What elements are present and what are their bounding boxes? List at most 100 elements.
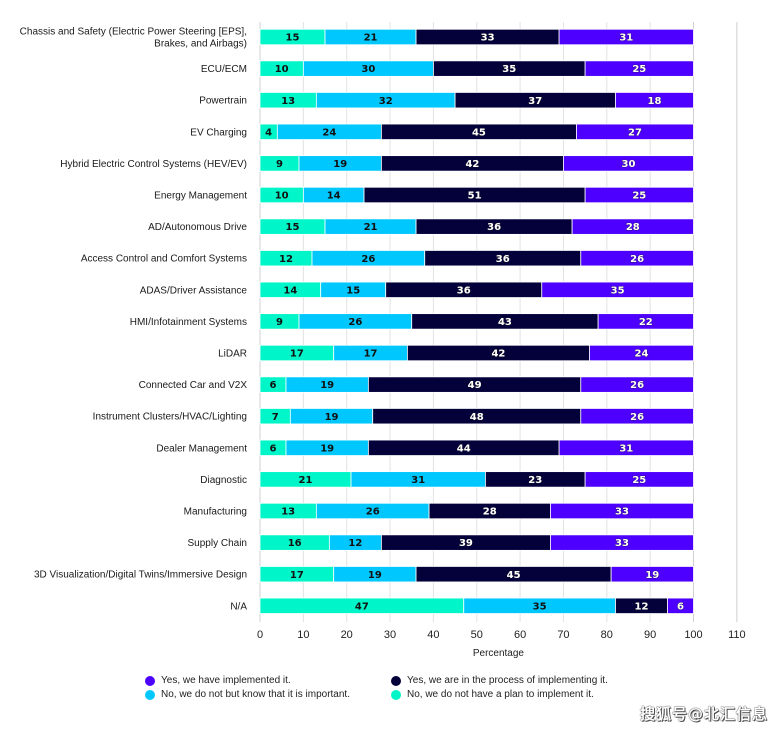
bar-segment bbox=[615, 92, 694, 109]
bar-row: 17 17 42 24 bbox=[259, 344, 694, 362]
x-tick-label: 70 bbox=[557, 629, 569, 641]
data-label: 43 bbox=[498, 317, 512, 328]
bar-row: 14 15 36 35 bbox=[259, 281, 694, 298]
data-label: 19 bbox=[333, 159, 347, 170]
data-label: 21 bbox=[364, 222, 378, 233]
x-tick-label: 90 bbox=[644, 629, 656, 641]
data-label: 28 bbox=[483, 507, 497, 518]
bar-row: 16 12 39 33 bbox=[259, 534, 694, 551]
bar-row: 9 26 43 22 bbox=[259, 313, 694, 330]
data-label: 36 bbox=[496, 254, 510, 265]
data-label: 12 bbox=[635, 601, 649, 612]
watermark: 搜狐号@北汇信息 bbox=[639, 705, 768, 723]
data-label: 31 bbox=[619, 33, 633, 44]
category-label-line: Diagnostic bbox=[200, 475, 247, 486]
legend-label: No, we do not but know that it is import… bbox=[161, 689, 350, 700]
data-label: 7 bbox=[272, 412, 279, 423]
legend-label: No, we do not have a plan to implement i… bbox=[407, 689, 594, 700]
data-label: 15 bbox=[346, 285, 360, 296]
data-label: 9 bbox=[276, 159, 283, 170]
data-label: 32 bbox=[379, 96, 393, 107]
category-label: Dealer Management bbox=[156, 443, 247, 454]
category-label-line: Connected Car and V2X bbox=[139, 380, 248, 391]
bar-row: 17 19 45 19 bbox=[259, 566, 694, 583]
category-label-line: Manufacturing bbox=[184, 507, 247, 518]
legend-swatch-icon bbox=[391, 689, 401, 700]
x-tick-label: 80 bbox=[601, 629, 613, 641]
x-tick-label: 30 bbox=[384, 629, 396, 641]
bar-row: 6 19 44 31 bbox=[259, 439, 694, 456]
bar-segment bbox=[576, 123, 694, 140]
category-label-line: Instrument Clusters/HVAC/Lighting bbox=[93, 412, 247, 423]
category-label-line: N/A bbox=[230, 601, 247, 612]
data-label: 33 bbox=[615, 507, 629, 518]
data-label: 19 bbox=[325, 412, 339, 423]
data-label: 31 bbox=[411, 475, 425, 486]
bar-segment bbox=[563, 155, 694, 172]
category-label-line: Chassis and Safety (Electric Power Steer… bbox=[20, 27, 247, 38]
data-label: 33 bbox=[615, 538, 629, 549]
category-label-line: ADAS/Driver Assistance bbox=[140, 285, 248, 296]
x-tick-label: 50 bbox=[471, 629, 483, 641]
category-label: HMI/Infotainment Systems bbox=[130, 317, 247, 328]
bar-row: 21 31 23 25 bbox=[259, 471, 694, 488]
category-label: EV Charging bbox=[190, 127, 247, 138]
data-label: 27 bbox=[628, 127, 642, 138]
bar-row: 10 14 51 25 bbox=[259, 186, 694, 204]
legend: Yes, we have implemented it. Yes, we are … bbox=[145, 675, 625, 700]
data-label: 47 bbox=[355, 601, 369, 612]
data-label: 26 bbox=[348, 317, 362, 328]
data-label: 24 bbox=[635, 349, 649, 360]
data-label: 45 bbox=[472, 127, 486, 138]
data-label: 19 bbox=[645, 570, 659, 581]
category-label-line: Brakes, and Airbags) bbox=[154, 39, 247, 50]
data-label: 39 bbox=[459, 538, 473, 549]
category-label-line: Powertrain bbox=[199, 96, 247, 107]
data-label: 19 bbox=[320, 443, 334, 454]
bar-segment bbox=[571, 218, 694, 235]
x-tick-label: 10 bbox=[297, 629, 309, 641]
legend-label: Yes, we are in the process of implementi… bbox=[407, 675, 608, 686]
bar-segment bbox=[610, 566, 694, 583]
data-label: 30 bbox=[622, 159, 636, 170]
data-label: 23 bbox=[528, 475, 542, 486]
bar-row: 12 26 36 26 bbox=[259, 250, 694, 267]
data-label: 45 bbox=[507, 570, 521, 581]
bar-row: 15 21 33 31 bbox=[259, 28, 694, 46]
category-label-line: Dealer Management bbox=[156, 443, 247, 454]
data-label: 25 bbox=[632, 64, 646, 75]
data-label: 44 bbox=[457, 443, 471, 454]
data-label: 26 bbox=[361, 254, 375, 265]
data-label: 26 bbox=[366, 507, 380, 518]
category-label-line: Energy Management bbox=[154, 191, 247, 202]
data-label: 48 bbox=[470, 412, 484, 423]
bar-row: 7 19 48 26 bbox=[259, 408, 694, 425]
data-label: 37 bbox=[528, 96, 542, 107]
data-label: 19 bbox=[320, 380, 334, 391]
category-label: AD/Autonomous Drive bbox=[148, 222, 247, 233]
data-label: 14 bbox=[327, 191, 341, 202]
bar-segment bbox=[550, 534, 694, 551]
category-label-line: Access Control and Comfort Systems bbox=[81, 254, 247, 265]
data-label: 36 bbox=[487, 222, 501, 233]
data-label: 13 bbox=[281, 96, 295, 107]
bar-segment bbox=[589, 344, 694, 362]
data-label: 10 bbox=[275, 191, 289, 202]
category-label-line: LiDAR bbox=[218, 349, 247, 360]
x-tick-label: 60 bbox=[514, 629, 526, 641]
category-label-line: AD/Autonomous Drive bbox=[148, 222, 247, 233]
legend-swatch-icon bbox=[145, 675, 155, 686]
category-label-line: HMI/Infotainment Systems bbox=[130, 317, 247, 328]
data-label: 16 bbox=[288, 538, 302, 549]
data-label: 21 bbox=[299, 475, 313, 486]
legend-swatch-icon bbox=[391, 675, 401, 686]
bar-segment bbox=[580, 408, 694, 425]
x-tick-label: 0 bbox=[257, 629, 263, 641]
data-label: 14 bbox=[283, 285, 297, 296]
data-label: 13 bbox=[281, 507, 295, 518]
bar-segment bbox=[580, 376, 694, 393]
data-label: 35 bbox=[502, 64, 516, 75]
bar-row: 10 30 35 25 bbox=[259, 60, 694, 77]
bar-segment bbox=[580, 250, 694, 267]
